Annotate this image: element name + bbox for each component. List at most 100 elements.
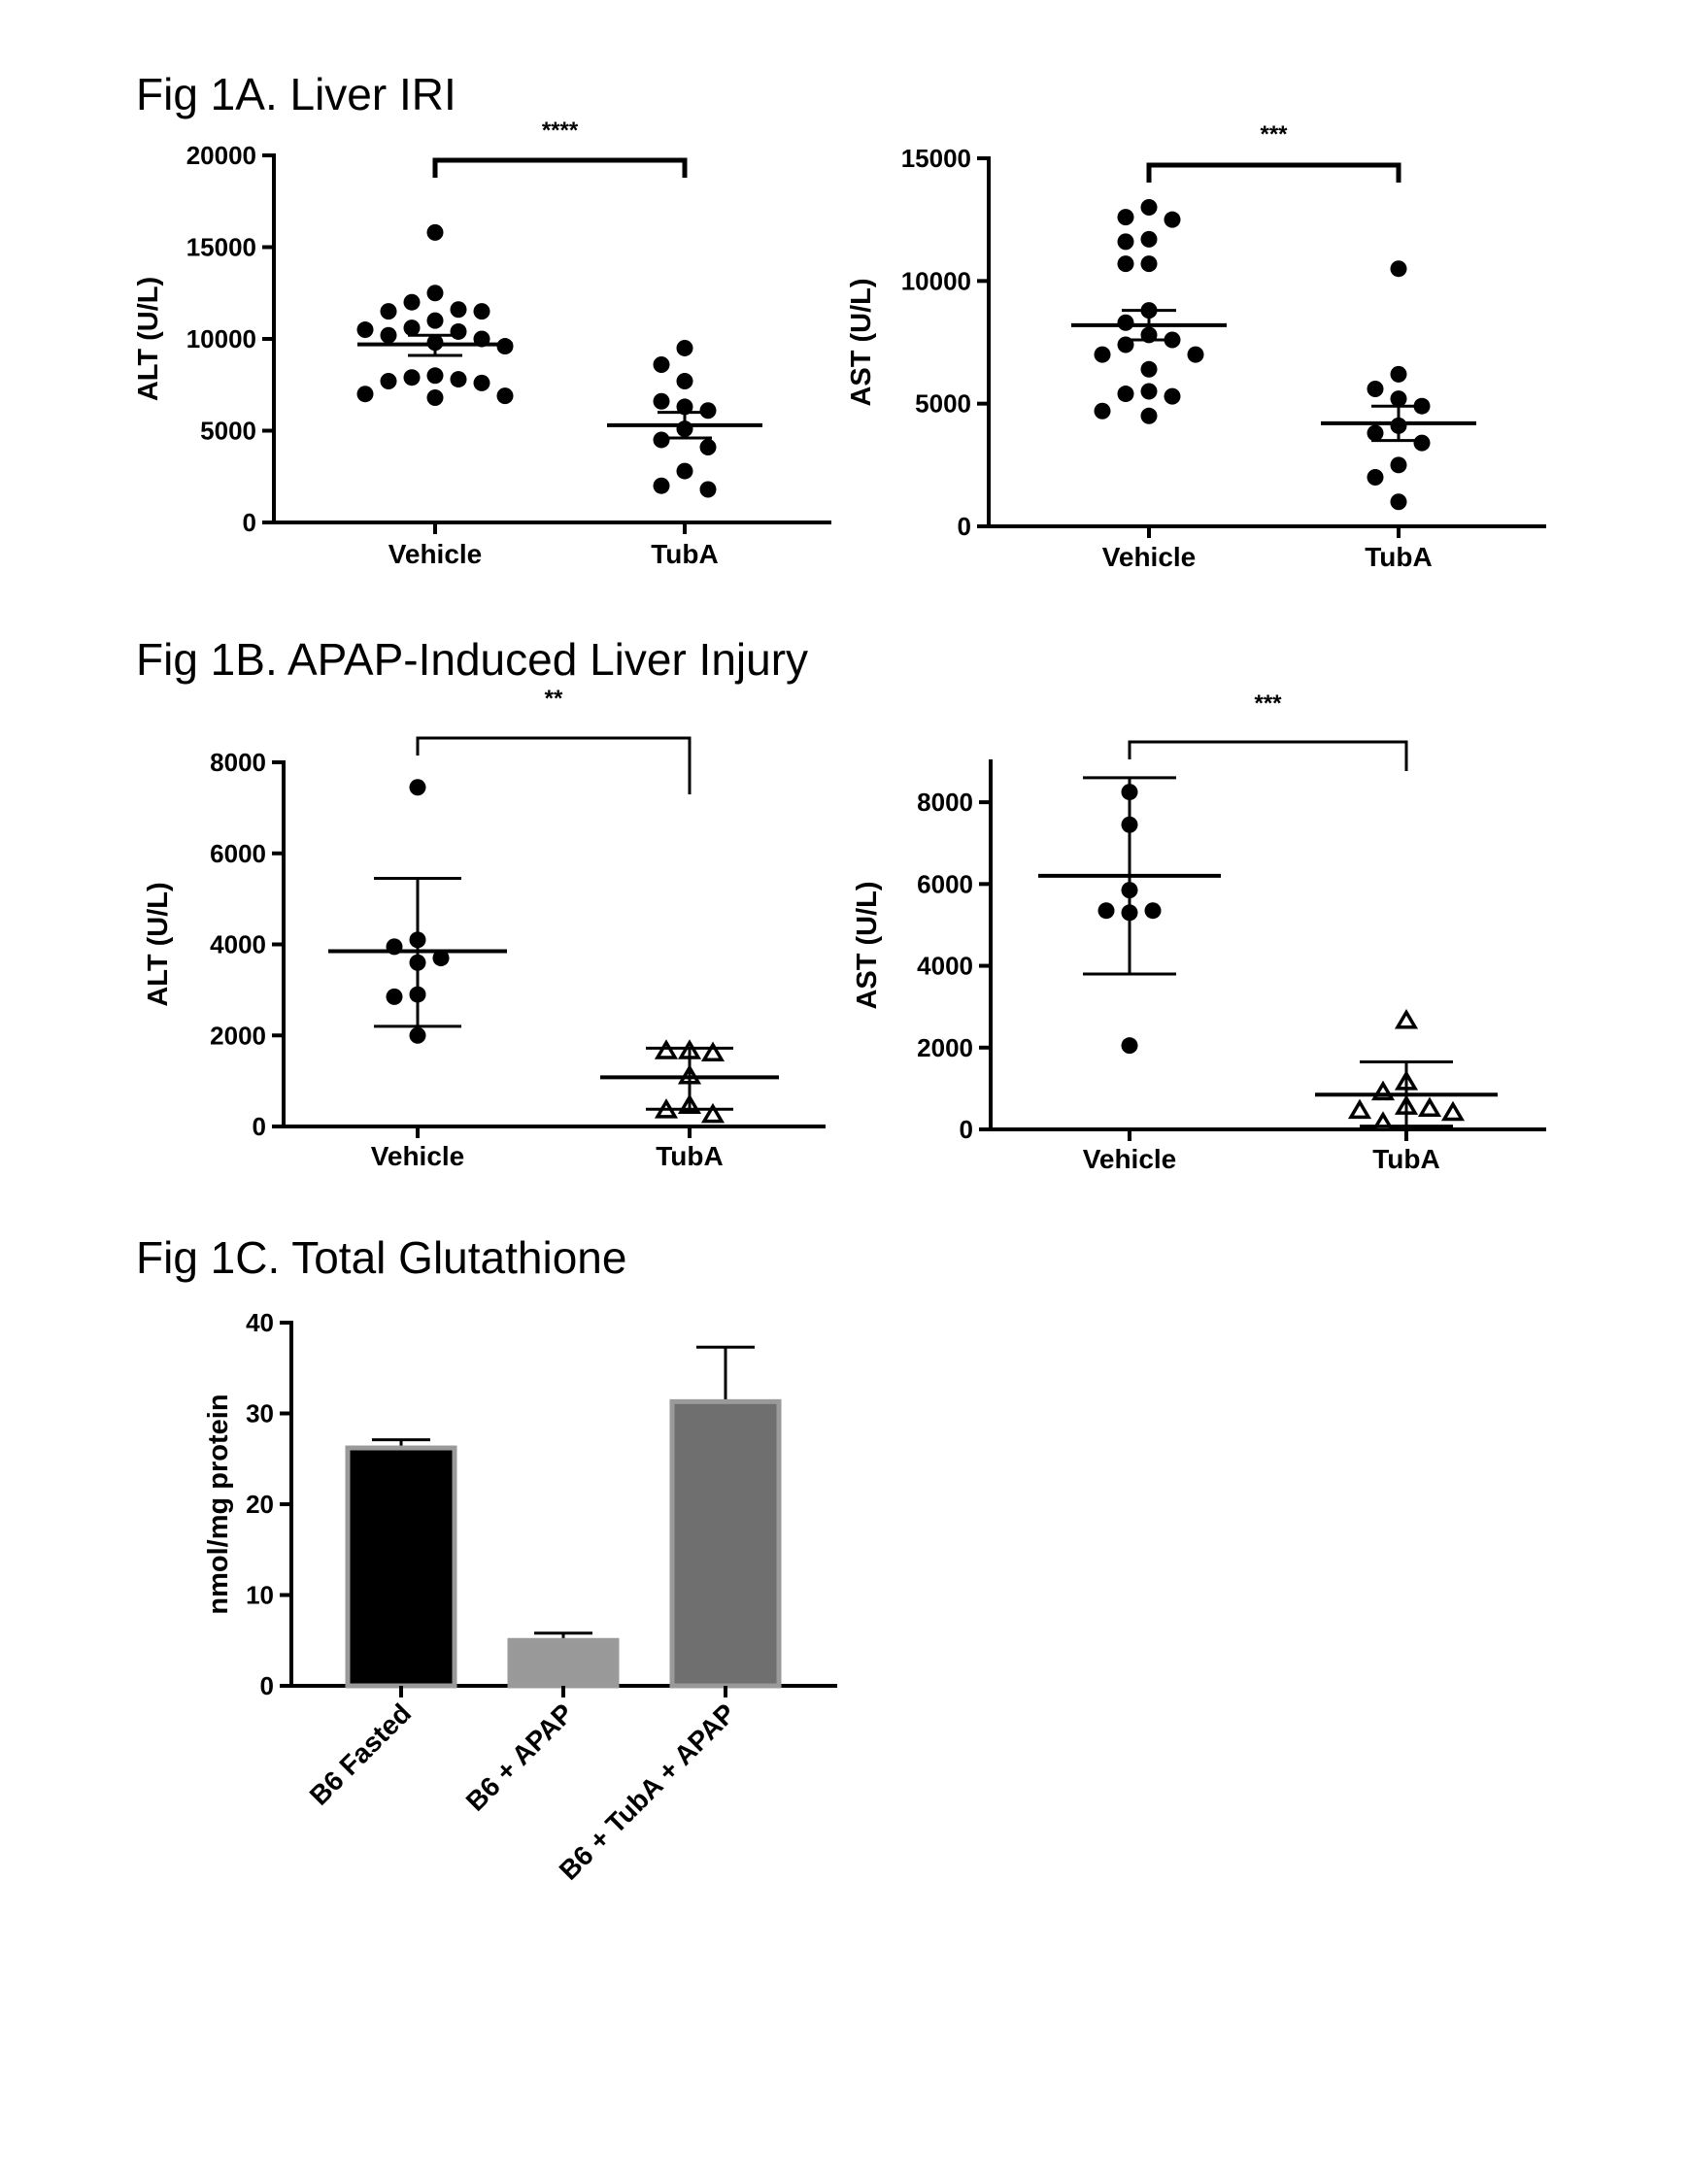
data-point [356,321,374,339]
data-point [1094,346,1111,363]
data-point [676,462,693,480]
data-point [1117,255,1134,273]
y-tick-label: 6000 [917,869,973,898]
y-tick-label: 4000 [917,952,973,981]
bar [507,1637,620,1689]
y-tick-label: 8000 [210,748,266,777]
y-tick-label: 8000 [917,788,973,817]
data-point [1144,902,1162,920]
y-tick-label: 30 [246,1399,274,1428]
data-point [403,293,421,311]
chart-fig1a_ast: 0 5000 10000 15000 AST (U/L) Vehicle TubA *** [846,121,1546,572]
data-point [426,312,444,329]
y-tick-label: 0 [960,1115,973,1144]
chart-fig1c_gsh: 0 10 20 30 40 nmol/mg protein B6 Fasted B6 + AP… [203,1308,837,1886]
fig1c-title: Fig 1C. Total Glutathione [136,1232,627,1283]
data-point [699,402,717,420]
y-tick-label: 10000 [186,324,256,353]
y-tick-label: 20 [246,1490,274,1519]
data-point [1390,390,1407,408]
data-point [1117,233,1134,251]
x-category-label: TubA [1365,542,1432,572]
y-tick-label: 0 [243,508,256,537]
data-point [1117,386,1134,403]
y-tick-label: 5000 [915,389,971,419]
y-tick-label: 15000 [186,233,256,262]
data-point [1390,365,1407,383]
data-point [1097,902,1115,920]
data-point [473,303,490,320]
data-point [1094,402,1111,420]
y-tick-label: 20000 [186,141,256,170]
data-point [1367,468,1384,486]
x-category-label: TubA [656,1141,723,1171]
chart-fig1b_ast: 0 2000 4000 6000 8000 AST (U/L) Vehicle TubA *** [852,690,1546,1174]
data-point-triangle [700,1102,726,1124]
x-category-label: Vehicle [388,539,483,569]
data-point [1117,209,1134,226]
data-point [699,481,717,498]
x-category-label: B6 + APAP [460,1697,580,1817]
x-category-label: B6 + TubA + APAP [554,1697,742,1886]
data-point [409,1026,426,1044]
data-point [653,477,670,494]
bar [669,1398,782,1689]
data-point [1140,407,1158,424]
data-point [1164,211,1181,228]
y-axis-title: ALT (U/L) [143,882,174,1006]
data-point [450,301,467,319]
y-tick-label: 4000 [210,930,266,959]
significance-bracket [432,157,688,178]
data-point-triangle [1394,1008,1419,1029]
data-point [409,779,426,796]
significance-label: *** [1254,690,1282,717]
significance-label: *** [1260,121,1288,148]
data-point [380,326,397,344]
fig1a-title: Fig 1A. Liver IRI [136,69,456,119]
y-axis-title: ALT (U/L) [133,277,164,401]
chart-fig1a_alt: 0 5000 10000 15000 20000 ALT (U/L) Vehicle TubA… [133,118,831,569]
fig1b-title: Fig 1B. APAP-Induced Liver Injury [136,634,809,685]
data-point [380,303,397,320]
data-point [653,431,670,449]
y-axis-title: nmol/mg protein [203,1394,234,1614]
data-point [426,285,444,302]
data-point [432,950,450,967]
data-point-triangle [654,1039,679,1059]
data-point [426,223,444,241]
data-point [699,439,717,456]
significance-bracket [416,736,692,794]
data-point [403,319,421,337]
bar [345,1445,457,1689]
data-point [1390,456,1407,474]
data-point [676,339,693,356]
data-point [1367,381,1384,398]
y-axis-title: AST (U/L) [852,881,883,1009]
data-point [356,386,374,403]
x-category-label: Vehicle [1083,1144,1177,1174]
y-tick-label: 10000 [901,266,971,295]
data-point [1140,360,1158,378]
x-category-label: Vehicle [371,1141,465,1171]
data-point-triangle [1440,1100,1466,1122]
data-point [1140,383,1158,400]
x-category-label: B6 Fasted [304,1697,418,1811]
y-tick-label: 2000 [917,1033,973,1062]
data-point [380,372,397,389]
data-point [1187,346,1204,363]
significance-bracket [1146,162,1401,183]
data-point [1140,199,1158,217]
significance-bracket [1128,740,1408,771]
y-tick-label: 0 [958,512,971,541]
data-point [1117,314,1134,331]
y-tick-label: 2000 [210,1021,266,1050]
data-point [386,988,403,1005]
x-category-label: TubA [651,539,718,569]
data-point [1390,493,1407,511]
y-tick-label: 15000 [901,144,971,173]
data-point [1140,255,1158,273]
x-category-label: TubA [1372,1144,1439,1174]
data-point [473,374,490,391]
x-category-label: Vehicle [1102,542,1197,572]
